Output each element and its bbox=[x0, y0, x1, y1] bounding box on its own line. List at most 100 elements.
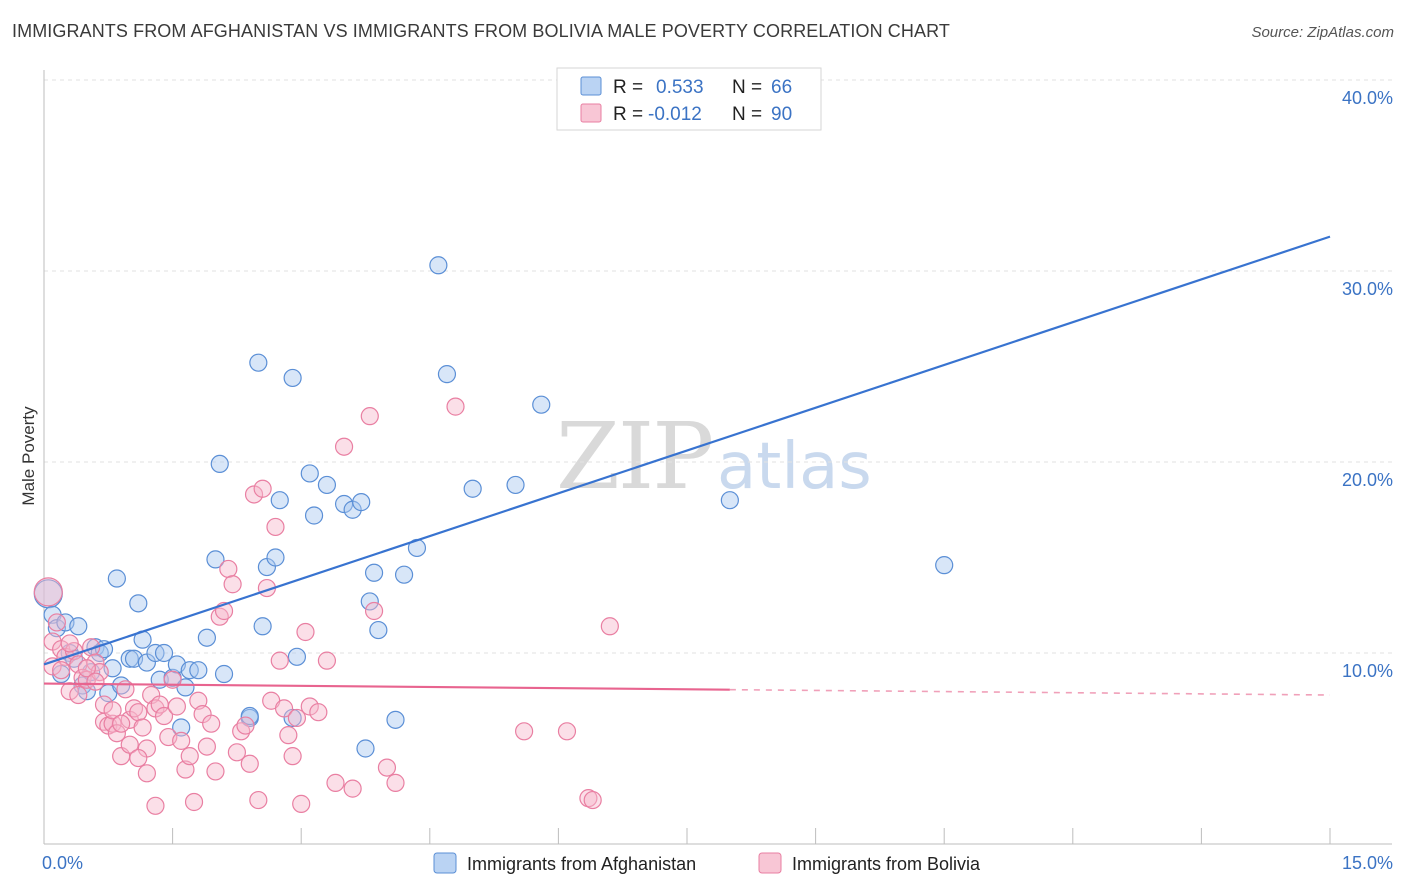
point-bolivia bbox=[240, 754, 259, 773]
point-afghanistan bbox=[240, 706, 259, 726]
trend-line-bolivia-extension bbox=[729, 688, 1331, 696]
point-bolivia bbox=[446, 397, 465, 416]
point-afghanistan bbox=[506, 475, 525, 495]
point-bolivia bbox=[189, 691, 208, 710]
y-axis-label: Male Poverty bbox=[19, 406, 38, 506]
legend-swatch-bolivia bbox=[580, 103, 602, 123]
point-afghanistan bbox=[172, 718, 191, 737]
point-bolivia bbox=[377, 758, 397, 777]
trend-line-bolivia bbox=[43, 682, 730, 691]
point-bolivia bbox=[600, 617, 619, 636]
point-bolivia bbox=[274, 699, 294, 718]
point-bolivia bbox=[326, 773, 345, 792]
point-bolivia bbox=[137, 764, 156, 783]
point-afghanistan bbox=[266, 548, 285, 567]
point-bolivia bbox=[197, 737, 216, 756]
point-afghanistan bbox=[386, 710, 405, 729]
point-bolivia bbox=[386, 773, 405, 792]
point-bolivia bbox=[223, 575, 242, 594]
point-bolivia bbox=[227, 743, 246, 762]
point-bolivia bbox=[86, 672, 105, 691]
legend-r-value-bolivia: -0.012 bbox=[648, 104, 702, 125]
legend-n-label: N = bbox=[732, 104, 762, 125]
y-tick-label: 10.0% bbox=[1342, 661, 1393, 681]
legend-r-label: R = bbox=[613, 77, 643, 98]
point-bolivia bbox=[334, 437, 354, 456]
point-bolivia bbox=[360, 407, 379, 426]
point-bolivia bbox=[77, 659, 96, 678]
point-afghanistan bbox=[69, 617, 88, 636]
y-tick-label: 20.0% bbox=[1342, 470, 1393, 490]
point-bolivia bbox=[69, 685, 88, 705]
point-afghanistan bbox=[352, 493, 371, 512]
point-bolivia bbox=[146, 796, 165, 815]
point-bolivia bbox=[129, 748, 148, 768]
series-legend-swatch-bolivia bbox=[758, 852, 782, 874]
y-tick-labels: 10.0% 20.0% 30.0% 40.0% bbox=[1342, 88, 1393, 681]
point-afghanistan bbox=[129, 594, 148, 613]
x-tick-label-right: 15.0% bbox=[1342, 853, 1393, 873]
point-afghanistan bbox=[283, 368, 302, 388]
watermark-atlas: atlas bbox=[717, 430, 872, 504]
point-bolivia bbox=[309, 703, 328, 722]
point-bolivia bbox=[296, 622, 315, 642]
point-bolivia bbox=[317, 651, 337, 670]
legend-r-label: R = bbox=[613, 104, 643, 125]
point-bolivia bbox=[583, 790, 602, 810]
point-afghanistan bbox=[360, 592, 379, 611]
point-bolivia bbox=[236, 716, 255, 735]
y-tick-label: 40.0% bbox=[1342, 88, 1393, 108]
trend-lines bbox=[43, 235, 1331, 696]
point-afghanistan bbox=[270, 491, 289, 510]
trend-line-afghanistan bbox=[43, 235, 1331, 666]
point-bolivia bbox=[184, 792, 204, 812]
stats-legend: R = 0.533 N = 66 R = -0.012 N = 90 bbox=[556, 67, 822, 131]
point-afghanistan bbox=[369, 620, 388, 640]
point-bolivia bbox=[176, 760, 195, 779]
point-afghanistan bbox=[154, 643, 174, 663]
series-legend-label-afghanistan: Immigrants from Afghanistan bbox=[467, 854, 696, 874]
point-bolivia bbox=[112, 714, 131, 733]
watermark-zip: ZIP bbox=[556, 403, 712, 510]
point-bolivia bbox=[172, 731, 191, 750]
point-afghanistan bbox=[720, 491, 739, 510]
point-bolivia bbox=[202, 714, 221, 733]
point-bolivia bbox=[219, 559, 238, 579]
point-bolivia bbox=[103, 701, 122, 720]
point-afghanistan bbox=[394, 565, 414, 584]
source-label: Source: ZipAtlas.com bbox=[1251, 24, 1394, 41]
data-points bbox=[33, 256, 954, 815]
point-bolivia bbox=[283, 747, 302, 766]
point-afghanistan bbox=[300, 464, 319, 483]
point-bolivia bbox=[129, 703, 148, 722]
point-bolivia bbox=[364, 601, 384, 621]
chart-title: IMMIGRANTS FROM AFGHANISTAN VS IMMIGRANT… bbox=[12, 21, 950, 41]
point-bolivia bbox=[292, 794, 311, 813]
point-bolivia bbox=[557, 722, 577, 741]
point-bolivia bbox=[47, 613, 66, 632]
point-bolivia bbox=[266, 517, 285, 537]
axes bbox=[43, 70, 1392, 845]
point-bolivia bbox=[249, 790, 268, 810]
point-bolivia bbox=[120, 735, 139, 754]
point-afghanistan bbox=[253, 617, 272, 636]
point-afghanistan bbox=[214, 664, 234, 684]
series-legend-label-bolivia: Immigrants from Bolivia bbox=[792, 854, 981, 874]
point-afghanistan bbox=[210, 454, 229, 474]
x-tick-labels: 0.0% 15.0% bbox=[42, 853, 1393, 873]
legend-swatch-afghanistan bbox=[580, 76, 602, 96]
point-afghanistan bbox=[189, 661, 208, 680]
grid-lines bbox=[44, 79, 1392, 654]
point-bolivia bbox=[279, 726, 298, 745]
point-bolivia bbox=[133, 718, 152, 737]
point-afghanistan bbox=[437, 365, 457, 384]
point-afghanistan bbox=[287, 647, 307, 666]
series-legend-swatch-afghanistan bbox=[433, 852, 457, 874]
legend-n-value-bolivia: 90 bbox=[771, 104, 792, 125]
series-legend: Immigrants from Afghanistan Immigrants f… bbox=[433, 852, 981, 874]
point-afghanistan bbox=[532, 395, 551, 414]
legend-n-label: N = bbox=[732, 77, 762, 98]
point-afghanistan bbox=[206, 550, 225, 569]
x-tick-label-left: 0.0% bbox=[42, 853, 83, 873]
point-afghanistan bbox=[935, 556, 954, 575]
